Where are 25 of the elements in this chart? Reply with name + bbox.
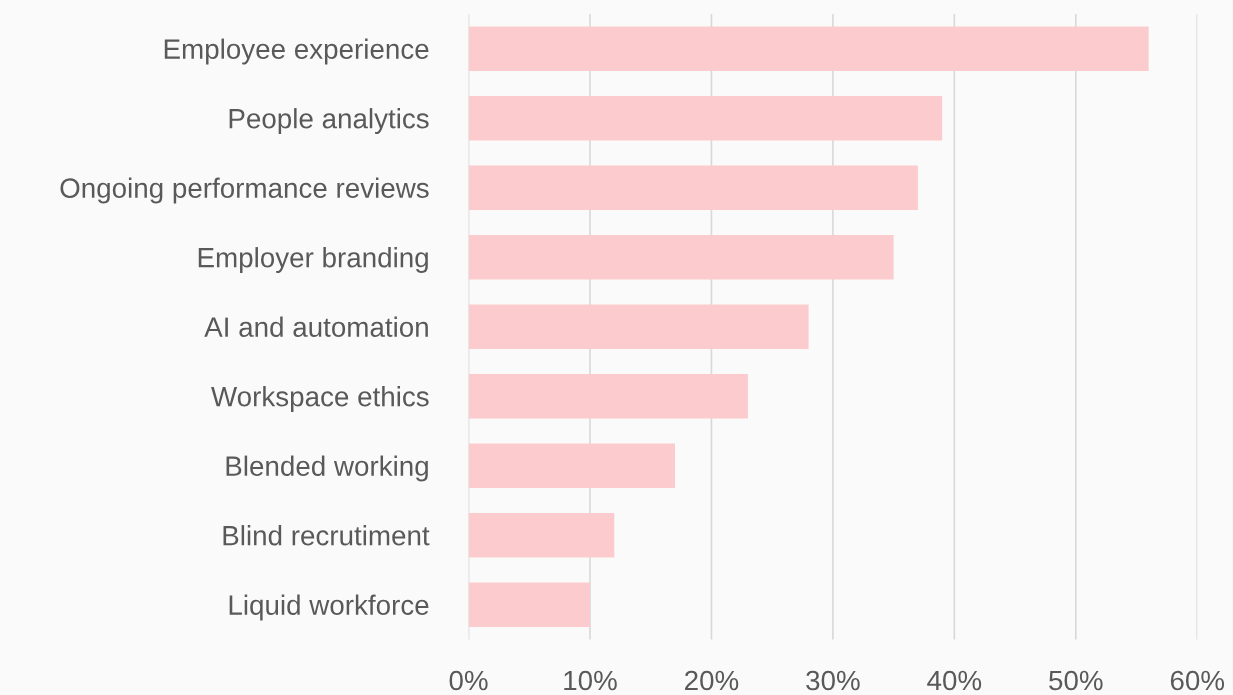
y-tick-label: Employer branding bbox=[198, 247, 428, 273]
y-tick-label: Blind recrutiment bbox=[223, 525, 430, 546]
y-tick-label: AI and automation bbox=[204, 316, 428, 337]
bar bbox=[468, 95, 943, 141]
x-tick-label: 50% bbox=[1049, 670, 1103, 691]
x-tick-label: 0% bbox=[449, 670, 488, 691]
y-tick-label: Workspace ethics bbox=[211, 386, 429, 412]
x-tick-label: 20% bbox=[685, 670, 739, 691]
x-tick-label: 60% bbox=[1170, 670, 1225, 691]
x-tick-label: 10% bbox=[564, 670, 617, 691]
bar bbox=[468, 165, 918, 210]
bar bbox=[468, 373, 748, 419]
y-tick-label: Employee experience bbox=[164, 38, 429, 65]
bar bbox=[468, 582, 590, 627]
y-tick-label: Blended working bbox=[226, 455, 428, 482]
y-tick-label: People analytics bbox=[229, 108, 429, 134]
bar bbox=[468, 26, 1149, 71]
y-tick-label: Ongoing performance reviews bbox=[60, 177, 429, 204]
bar bbox=[468, 443, 676, 488]
bar bbox=[468, 512, 615, 558]
x-tick-label: 30% bbox=[806, 670, 860, 691]
bar bbox=[468, 304, 809, 349]
y-tick-label: Liquid workforce bbox=[229, 594, 429, 621]
bar bbox=[468, 234, 894, 280]
x-tick-label: 40% bbox=[927, 670, 982, 691]
